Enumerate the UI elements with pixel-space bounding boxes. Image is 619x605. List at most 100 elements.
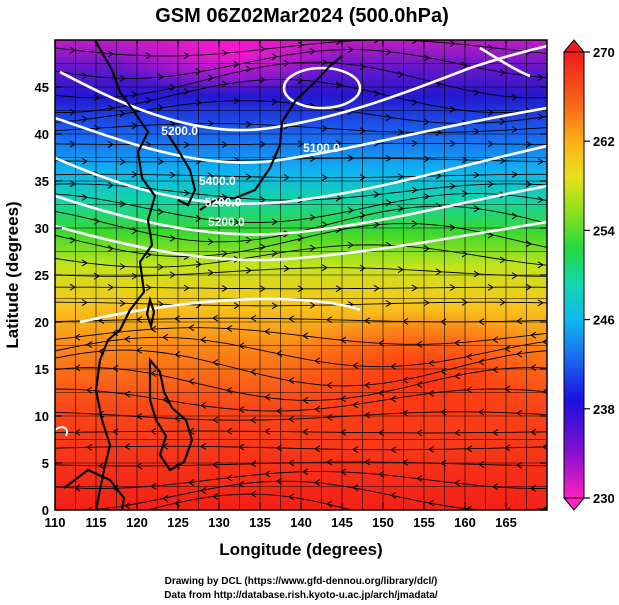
streamline (55, 142, 547, 146)
wind-arrow (183, 88, 190, 95)
wind-arrow (397, 205, 404, 212)
wind-arrow (297, 234, 304, 242)
wind-arrow (423, 299, 430, 307)
wind-arrow (157, 104, 164, 111)
x-tick-label: 150 (372, 515, 394, 530)
wind-arrow (183, 189, 190, 197)
wind-arrow (347, 241, 354, 249)
streamline (55, 173, 547, 179)
wind-arrow (411, 284, 418, 292)
streamline (55, 244, 547, 268)
wind-arrow (390, 491, 397, 499)
wind-arrow (288, 377, 295, 384)
wind-arrow (93, 217, 100, 225)
contour-line (55, 106, 547, 164)
wind-arrow (461, 250, 468, 258)
wind-arrow (537, 196, 544, 204)
wind-arrow (373, 90, 380, 97)
wind-arrow (124, 390, 131, 398)
wind-arrow (107, 104, 114, 112)
wind-arrow (271, 302, 278, 310)
wind-arrow (69, 236, 76, 244)
wind-arrow (245, 173, 252, 181)
wind-arrow (321, 264, 328, 272)
wind-arrow (478, 358, 485, 366)
wind-arrow (385, 114, 392, 122)
wind-arrow (119, 200, 126, 208)
wind-arrow (428, 499, 435, 507)
wind-arrow (81, 115, 88, 123)
wind-arrow (250, 416, 257, 424)
coastlines (63, 40, 343, 510)
wind-arrow (487, 44, 494, 52)
wind-arrow (245, 120, 252, 128)
wind-arrow (402, 318, 409, 325)
wind-arrow (511, 126, 518, 133)
wind-arrow (226, 325, 233, 332)
wind-arrow (264, 470, 271, 478)
contour-label: 5200.0 (161, 124, 198, 138)
wind-arrow (145, 52, 152, 60)
wind-arrow (259, 140, 266, 148)
wind-arrow (288, 415, 295, 423)
wind-arrow (288, 493, 295, 501)
wind-arrow (411, 186, 418, 194)
wind-arrow (207, 238, 214, 246)
wind-arrow (314, 357, 321, 365)
contour-label: 5100.0 (303, 141, 340, 155)
wind-arrow (174, 415, 181, 422)
x-tick-label: 115 (86, 515, 107, 530)
wind-arrow (174, 315, 181, 323)
wind-arrow (542, 388, 547, 395)
wind-arrow (136, 316, 143, 323)
contour-labels: 5100.0 5200.0 5400.0 5200.0 5200.0 (161, 124, 340, 229)
wind-arrow (340, 336, 347, 344)
wind-arrow (302, 428, 309, 436)
wind-arrow (309, 244, 316, 252)
y-tick-label: 5 (42, 456, 49, 471)
wind-arrow (119, 158, 126, 166)
wind-arrow (200, 442, 207, 450)
wind-arrow (542, 443, 547, 450)
wind-arrow (288, 315, 295, 323)
wind-arrow (131, 122, 138, 130)
wind-arrow (195, 215, 202, 222)
wind-arrow (245, 266, 252, 274)
wind-arrow (373, 190, 380, 198)
chart-title: GSM 06Z02Mar2024 (500.0hPa) (155, 5, 449, 27)
wind-arrow (124, 502, 131, 510)
colorbar-tick-label: 254 (593, 223, 615, 238)
wind-arrow (352, 446, 359, 453)
wind-arrow (454, 372, 461, 380)
wind-arrow (81, 193, 88, 201)
wind-arrow (487, 180, 494, 188)
wind-arrow (530, 485, 537, 492)
y-tick-label: 0 (42, 503, 49, 518)
wind-arrow (131, 91, 138, 99)
wind-arrow (169, 234, 176, 242)
wind-arrow (226, 427, 233, 435)
wind-arrow (423, 54, 430, 62)
colorbar-bottom-arrow (562, 497, 586, 511)
wind-arrow (188, 378, 195, 385)
wind-arrow (454, 479, 461, 487)
x-tick-label: 145 (331, 515, 353, 530)
x-tick-label: 120 (126, 515, 148, 530)
wind-arrow (150, 325, 157, 333)
wind-arrow (466, 445, 473, 453)
wind-arrow (221, 141, 228, 148)
wind-arrow (302, 468, 309, 476)
streamline (55, 286, 547, 290)
wind-arrow (473, 89, 480, 96)
wind-arrow (403, 519, 408, 525)
wind-arrow (347, 207, 354, 214)
streamlines (55, 40, 547, 525)
wind-arrow (93, 272, 100, 280)
contour-line (55, 184, 547, 236)
wind-arrow (530, 331, 537, 339)
wind-arrow (423, 245, 430, 253)
wind-arrow (107, 50, 114, 58)
wind-arrow (335, 140, 342, 147)
wind-arrow (352, 362, 359, 370)
